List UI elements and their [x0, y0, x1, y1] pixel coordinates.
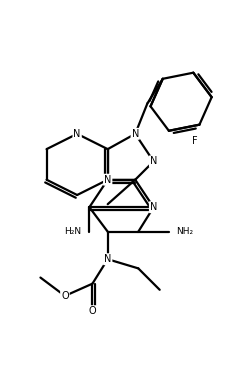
- Text: H₂N: H₂N: [65, 227, 82, 236]
- Text: N: N: [132, 129, 139, 139]
- Text: N: N: [74, 129, 81, 139]
- Text: NH₂: NH₂: [177, 227, 194, 236]
- Text: O: O: [61, 291, 69, 301]
- Text: N: N: [150, 156, 157, 167]
- Text: N: N: [104, 175, 111, 185]
- Text: O: O: [89, 306, 96, 316]
- Text: N: N: [150, 202, 157, 212]
- Text: F: F: [192, 136, 198, 147]
- Text: N: N: [104, 254, 111, 264]
